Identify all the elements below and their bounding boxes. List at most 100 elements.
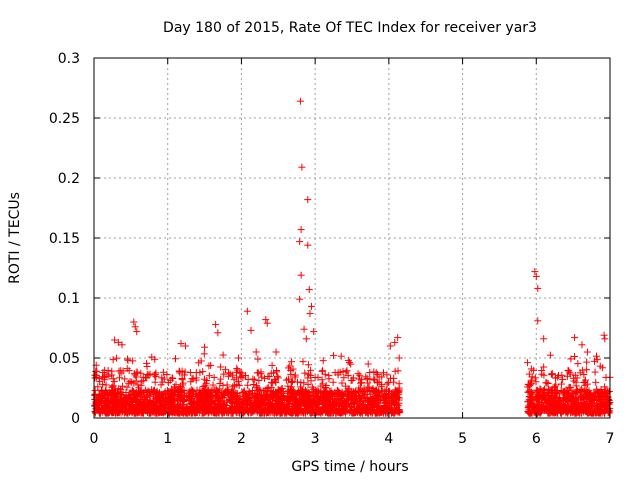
data-point bbox=[224, 386, 232, 394]
data-point bbox=[292, 394, 300, 402]
data-point bbox=[534, 409, 542, 417]
data-point bbox=[145, 400, 153, 408]
data-point bbox=[179, 409, 187, 417]
data-point bbox=[586, 393, 594, 401]
y-axis-label: ROTI / TECUs bbox=[7, 192, 23, 284]
data-point bbox=[200, 409, 208, 417]
data-point bbox=[321, 388, 329, 396]
data-point bbox=[133, 392, 141, 400]
data-point bbox=[338, 379, 346, 387]
data-point bbox=[288, 388, 296, 396]
data-point bbox=[111, 336, 119, 344]
data-point bbox=[564, 366, 572, 374]
data-point bbox=[391, 386, 399, 394]
data-point bbox=[563, 397, 571, 405]
data-point bbox=[395, 354, 403, 362]
data-point bbox=[244, 408, 252, 416]
data-point bbox=[363, 374, 371, 382]
data-point bbox=[220, 370, 228, 378]
data-point bbox=[357, 408, 365, 416]
data-point bbox=[154, 395, 162, 403]
data-point bbox=[551, 391, 559, 399]
x-axis-label: GPS time / hours bbox=[291, 459, 408, 475]
data-point bbox=[133, 328, 141, 336]
data-point bbox=[109, 356, 117, 364]
data-point bbox=[533, 396, 541, 404]
data-point bbox=[266, 395, 274, 403]
data-point bbox=[565, 383, 573, 391]
data-point bbox=[243, 307, 251, 315]
data-point bbox=[109, 403, 117, 411]
data-point bbox=[562, 395, 570, 403]
data-point bbox=[528, 373, 536, 381]
grid bbox=[94, 58, 610, 418]
data-point bbox=[547, 395, 555, 403]
data-point bbox=[284, 382, 292, 390]
data-point bbox=[583, 358, 591, 366]
data-point bbox=[113, 406, 121, 414]
data-point bbox=[526, 388, 534, 396]
data-point bbox=[230, 376, 238, 384]
data-point bbox=[600, 400, 608, 408]
data-point bbox=[148, 386, 156, 394]
data-point bbox=[178, 376, 186, 384]
data-point bbox=[164, 379, 172, 387]
data-point bbox=[258, 400, 266, 408]
data-point bbox=[330, 352, 338, 360]
data-point bbox=[548, 371, 556, 379]
data-point bbox=[304, 241, 312, 249]
data-point bbox=[180, 398, 188, 406]
data-point bbox=[344, 372, 352, 380]
data-point bbox=[291, 371, 299, 379]
data-point bbox=[157, 397, 165, 405]
data-point bbox=[528, 407, 536, 415]
data-point bbox=[114, 338, 122, 346]
data-point bbox=[331, 390, 339, 398]
data-point bbox=[601, 383, 609, 391]
data-point bbox=[233, 381, 241, 389]
data-point bbox=[578, 341, 586, 349]
data-point bbox=[319, 400, 327, 408]
data-point bbox=[181, 371, 189, 379]
data-point bbox=[383, 380, 391, 388]
data-point bbox=[597, 407, 605, 415]
data-point bbox=[534, 284, 542, 292]
data-point bbox=[252, 402, 260, 410]
data-point bbox=[107, 407, 115, 415]
data-point bbox=[257, 368, 265, 376]
data-point bbox=[125, 379, 133, 387]
data-point bbox=[286, 362, 294, 370]
data-point bbox=[130, 318, 138, 326]
data-point bbox=[371, 394, 379, 402]
data-point bbox=[297, 397, 305, 405]
data-point bbox=[109, 396, 117, 404]
data-point bbox=[538, 394, 546, 402]
data-point bbox=[347, 376, 355, 384]
data-point bbox=[247, 326, 255, 334]
data-point bbox=[177, 340, 185, 348]
data-point bbox=[314, 393, 322, 401]
data-point bbox=[572, 389, 580, 397]
data-point bbox=[143, 374, 151, 382]
data-point bbox=[327, 409, 335, 417]
y-tick-label: 0.2 bbox=[58, 171, 80, 187]
data-point bbox=[334, 407, 342, 415]
data-point bbox=[139, 408, 147, 416]
data-point bbox=[109, 382, 117, 390]
data-point bbox=[207, 403, 215, 411]
data-point bbox=[235, 378, 243, 386]
data-point bbox=[123, 383, 131, 391]
data-point bbox=[354, 386, 362, 394]
x-tick-label: 4 bbox=[384, 431, 393, 447]
data-point bbox=[150, 391, 158, 399]
data-point bbox=[295, 387, 303, 395]
data-point bbox=[325, 375, 333, 383]
data-point bbox=[543, 391, 551, 399]
data-point bbox=[267, 378, 275, 386]
data-point bbox=[601, 335, 609, 343]
data-point bbox=[591, 368, 599, 376]
y-tick-label: 0.05 bbox=[49, 351, 80, 367]
data-point bbox=[170, 391, 178, 399]
data-point bbox=[273, 372, 281, 380]
